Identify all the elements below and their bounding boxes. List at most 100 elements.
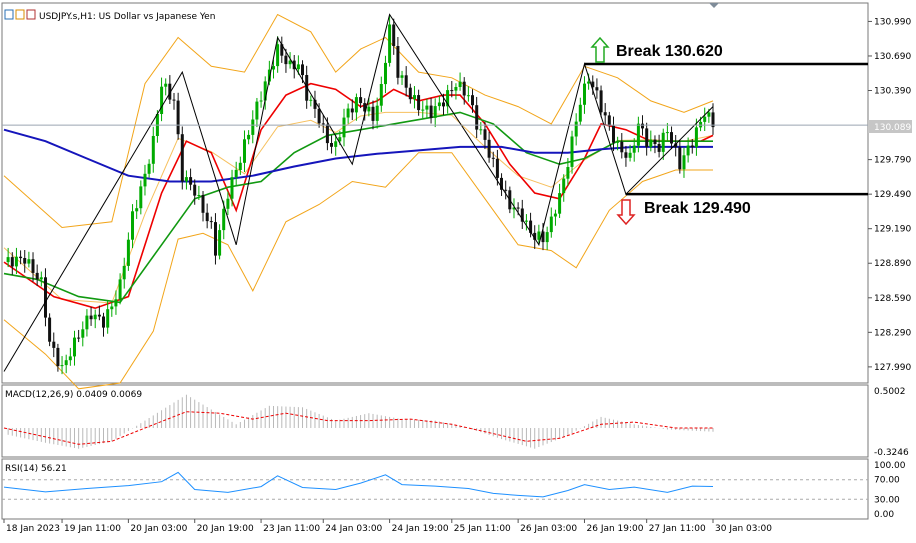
break-up-label: Break 130.620 [616, 43, 723, 60]
chart-header: USDJPY.s,H1: US Dollar vs Japanese Yen [4, 9, 215, 22]
candle-body [628, 152, 632, 158]
candle [408, 83, 412, 104]
candle [711, 103, 715, 135]
candle-body [309, 99, 313, 101]
x-tick-label: 23 Jan 11:00 [263, 524, 320, 534]
candle-body [400, 75, 404, 78]
candle-body [56, 347, 60, 367]
candle-body [276, 44, 280, 67]
candle-body [487, 139, 491, 158]
candle [566, 157, 570, 186]
candle-body [520, 208, 524, 222]
candle [205, 203, 209, 229]
candle-body [296, 64, 300, 70]
candle [73, 330, 76, 366]
candle [437, 95, 441, 111]
candle-body [10, 257, 14, 267]
rsi-panel[interactable] [1, 458, 869, 520]
candle-body [139, 186, 143, 209]
y-tick-label: 128.590 [874, 294, 911, 304]
candle-body [620, 141, 624, 153]
scroll-shift-marker-icon[interactable] [709, 3, 719, 8]
candle-body [661, 132, 665, 152]
candle-body [160, 86, 164, 114]
rsi-series [2, 471, 868, 500]
candle [31, 252, 35, 282]
trade-icon[interactable] [26, 9, 36, 20]
candle [255, 97, 259, 128]
candle [64, 354, 68, 374]
candle-body [495, 158, 499, 178]
candle [52, 332, 56, 358]
timeframe-icon[interactable] [15, 9, 25, 20]
candle-body [417, 95, 421, 111]
candle [85, 309, 89, 337]
candle-body [682, 155, 686, 170]
candle [379, 76, 383, 112]
candle [425, 98, 429, 118]
candle [491, 151, 495, 168]
arrow-down-icon [616, 199, 636, 226]
candle-body [251, 119, 255, 135]
candle [433, 98, 437, 128]
candle [77, 329, 81, 343]
candle [495, 149, 499, 186]
x-tick-label: 30 Jan 03:00 [715, 524, 772, 534]
candle [483, 122, 487, 150]
candle-body [703, 116, 707, 122]
candle [545, 226, 549, 251]
candle-body [458, 81, 462, 87]
x-tick-label: 19 Jan 11:00 [64, 524, 121, 534]
candle-body [73, 337, 76, 357]
candle [500, 173, 503, 196]
candle-body [338, 137, 342, 142]
candle [533, 225, 537, 249]
candle [118, 273, 122, 305]
candle [313, 90, 317, 119]
candle [27, 251, 31, 268]
candle-body [450, 90, 454, 92]
candle-body [85, 315, 89, 330]
x-tick-label: 25 Jan 11:00 [454, 524, 511, 534]
candle-body [686, 145, 690, 156]
candle [346, 103, 350, 124]
candle [628, 144, 632, 162]
candle-body [570, 136, 574, 167]
candle [35, 264, 39, 286]
candle-body [23, 258, 27, 264]
candle [537, 224, 541, 246]
axis-ticks: 130.990 130.690 130.390 129.790 129.490 129.1… [3, 17, 911, 534]
candle-body [35, 272, 39, 280]
candle [583, 76, 586, 114]
candle [172, 92, 176, 110]
candle [180, 126, 184, 190]
candle [686, 137, 690, 163]
break-down-annotation: Break 129.490 [616, 199, 751, 226]
candle [375, 97, 379, 129]
candle [288, 52, 292, 69]
candle-body [184, 177, 188, 182]
candle-body [549, 216, 553, 233]
candle-body [168, 83, 172, 100]
y-tick-label: 128.890 [874, 259, 911, 269]
candle-body [466, 95, 470, 97]
candle-body [425, 105, 429, 110]
candle-body [346, 108, 350, 118]
candle [81, 321, 85, 347]
symbol-icon[interactable] [4, 9, 14, 20]
candle-body [44, 277, 47, 318]
candle-body [384, 62, 387, 85]
candle-body [342, 117, 346, 138]
candle-body [603, 112, 607, 116]
y-tick-label: 127.990 [874, 363, 911, 373]
candle-body [483, 129, 487, 140]
candle-body [524, 220, 528, 222]
candle [147, 159, 151, 178]
candle-body [363, 103, 367, 112]
candle-body [641, 123, 644, 129]
candle-body [636, 123, 640, 146]
candle [160, 77, 164, 122]
candle [272, 59, 275, 79]
candle-body [143, 173, 147, 187]
